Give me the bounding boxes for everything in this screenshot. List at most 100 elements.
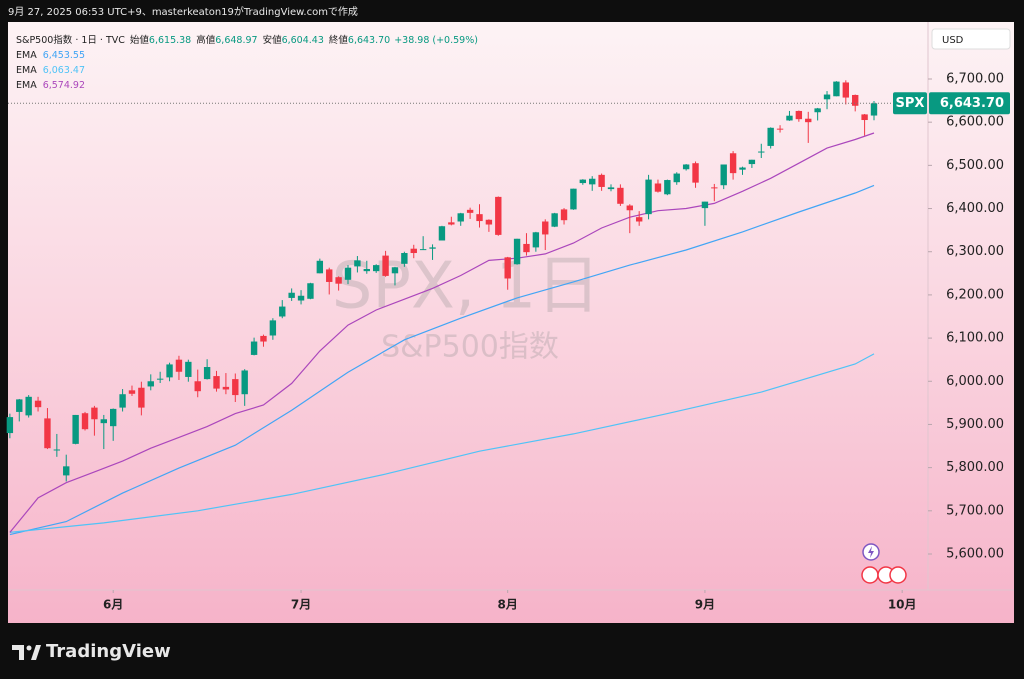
caption: 9月 27, 2025 06:53 UTC+9、masterkeaton19がT… — [8, 5, 358, 18]
price-tag-box — [893, 92, 927, 115]
x-tick-label: 8月 — [498, 598, 518, 612]
candle-body — [786, 115, 793, 121]
x-tick-label: 7月 — [291, 598, 311, 612]
ema-value: 6,453.55 — [43, 50, 85, 61]
candle-body — [870, 103, 878, 116]
candle-body — [72, 414, 79, 444]
candle-body — [175, 359, 183, 372]
candle-body — [6, 417, 14, 434]
candle-body — [542, 221, 549, 235]
candle-body — [861, 114, 868, 121]
candle-body — [852, 94, 859, 106]
candle-body — [288, 292, 295, 298]
candle-body — [419, 249, 427, 251]
candle-body — [372, 265, 380, 272]
bottom-icons — [861, 543, 907, 584]
y-tick-label: 5,600.00 — [946, 546, 1004, 561]
legend-ema: EMA 6,063.47 — [16, 65, 85, 76]
candle-body — [279, 306, 286, 317]
candle-body — [166, 364, 173, 378]
change-pct: (+0.59%) — [432, 35, 478, 46]
candle-body — [241, 370, 248, 395]
candle-body — [635, 217, 643, 222]
candle-body — [842, 82, 850, 98]
ohlc-value: 6,648.97 — [215, 35, 257, 46]
candle-body — [401, 253, 408, 264]
candle-body — [814, 108, 821, 113]
candle-body — [344, 267, 352, 280]
logo — [12, 645, 41, 660]
currency-box[interactable] — [931, 28, 1011, 50]
candle-body — [692, 163, 699, 183]
candle-body — [457, 213, 464, 222]
candle-body — [729, 153, 737, 174]
candle-body — [326, 269, 333, 282]
y-tick-label: 6,200.00 — [946, 287, 1004, 302]
candle-body — [100, 419, 107, 424]
y-tick-label: 6,500.00 — [946, 158, 1004, 173]
ema-value: 6,574.92 — [43, 80, 85, 91]
change: +38.98 — [394, 35, 429, 46]
candle-body — [91, 407, 98, 420]
y-tick-label: 5,900.00 — [946, 417, 1004, 432]
candle-body — [833, 81, 840, 97]
last-price-box — [929, 92, 1010, 115]
brand: TradingView — [46, 641, 171, 662]
candle-body — [438, 226, 446, 241]
candle-body — [476, 214, 483, 222]
y-tick-label: 6,300.00 — [946, 244, 1004, 259]
price-tag: SPX — [896, 96, 925, 111]
candle-body — [335, 277, 342, 284]
symbol-title: S&P500指数 · 1日 · TVC — [16, 34, 125, 46]
chart-panel — [8, 22, 1014, 623]
candle-body — [823, 94, 831, 100]
candle-body — [128, 390, 136, 394]
candle-body — [44, 418, 51, 449]
candle-body — [654, 183, 662, 192]
ema-name: EMA — [16, 65, 37, 76]
y-tick-label: 6,400.00 — [946, 201, 1004, 216]
y-tick-label: 5,700.00 — [946, 503, 1004, 518]
ohlc-value: 6,604.43 — [282, 35, 324, 46]
candle-body — [63, 466, 70, 476]
candle-body — [682, 164, 690, 170]
candle-body — [560, 209, 568, 221]
candle-body — [664, 180, 671, 195]
candle-body — [795, 110, 803, 120]
ohlc-name: 高値 — [196, 34, 216, 46]
candle-body — [269, 320, 277, 336]
candle-body — [16, 399, 23, 412]
y-tick-label: 6,100.00 — [946, 331, 1004, 346]
candle-body — [617, 187, 624, 204]
y-tick-label: 5,800.00 — [946, 460, 1004, 475]
candle-body — [232, 379, 239, 396]
candle-body — [250, 341, 258, 355]
legend-header: S&P500指数 · 1日 · TVC 始値6,615.38 高値6,648.97 安… — [16, 34, 478, 46]
x-tick-label: 10月 — [888, 598, 917, 612]
candle-body — [363, 268, 370, 272]
candle-body — [720, 164, 727, 186]
candle-body — [34, 400, 42, 408]
candle-body — [354, 260, 361, 267]
ema-line — [9, 132, 875, 533]
last-price-label: 6,643.70 — [940, 96, 1004, 111]
candle-body — [203, 367, 211, 380]
candle-body — [504, 257, 511, 279]
candle-body — [194, 381, 201, 392]
ohlc-name: 始値 — [130, 34, 150, 46]
ema-name: EMA — [16, 80, 37, 91]
candle-body — [767, 127, 774, 146]
ema-value: 6,063.47 — [43, 65, 85, 76]
candle-body — [579, 179, 587, 184]
plot — [6, 80, 878, 536]
candle-body — [316, 260, 324, 274]
candle-body — [53, 449, 61, 451]
candle-body — [673, 173, 680, 183]
candle-body — [391, 267, 399, 274]
candle-body — [645, 179, 652, 215]
y-tick-label: 6,600.00 — [946, 115, 1004, 130]
candle-body — [382, 255, 389, 276]
candle-body — [429, 247, 436, 249]
candle-body — [748, 159, 756, 165]
